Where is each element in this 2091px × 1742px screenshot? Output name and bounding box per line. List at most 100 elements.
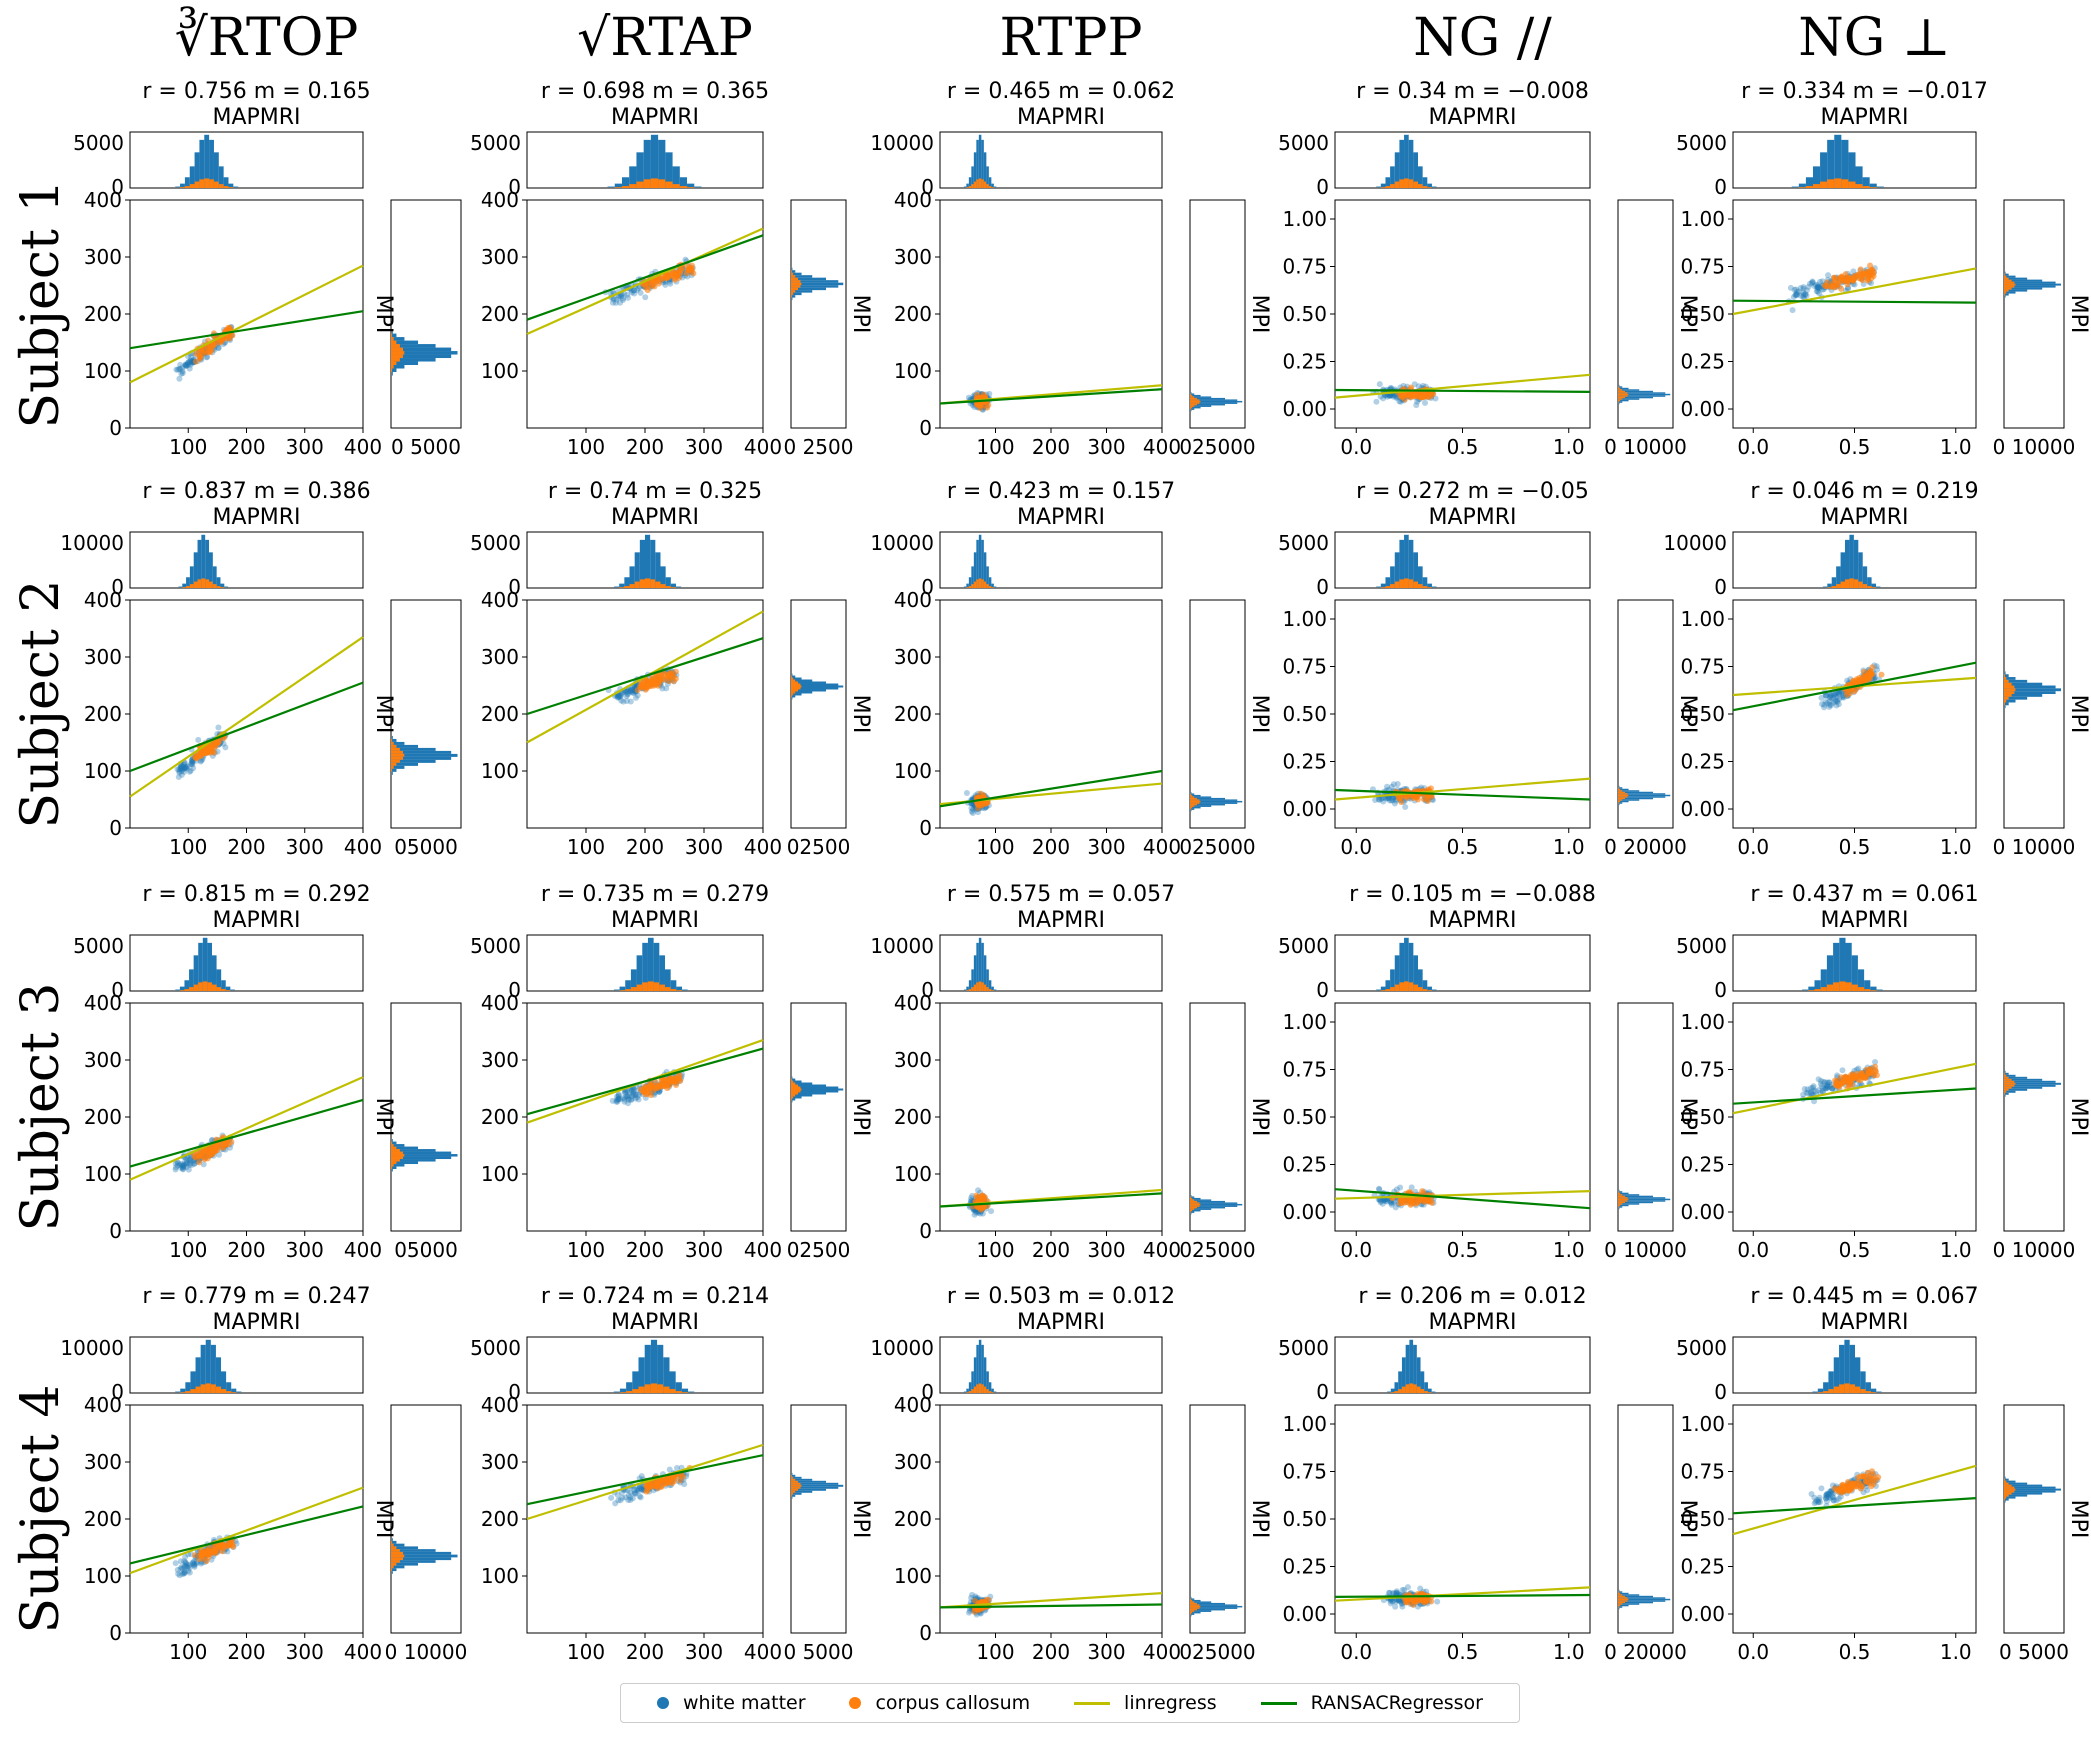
xtick-label-r3-c5: 0.0 bbox=[1737, 1238, 1769, 1262]
point-wm-r1-c1 bbox=[185, 359, 192, 366]
top-hist-bar-cc-r2-c2 bbox=[660, 584, 666, 588]
point-wm-r1-c1 bbox=[183, 362, 190, 369]
point-wm-r2-c1 bbox=[182, 765, 189, 772]
top-hist-bar-cc-r3-c2 bbox=[642, 982, 648, 991]
point-wm-r3-c1 bbox=[179, 1163, 186, 1170]
top-hist-bar-cc-r2-c1 bbox=[201, 578, 206, 588]
point-wm-r2-c5 bbox=[1835, 690, 1842, 697]
top-hist-bar-wm-r2-c1 bbox=[178, 586, 183, 588]
point-cc-r3-c4 bbox=[1409, 1198, 1416, 1205]
side-hist-bar-cc-r4-c1 bbox=[391, 1549, 400, 1552]
top-hist-bar-cc-r4-c1 bbox=[200, 1384, 206, 1393]
xtick-label-r1-c3: 300 bbox=[1087, 435, 1125, 459]
point-wm-r1-c1 bbox=[186, 360, 193, 367]
top-hist-bar-wm-r1-c2 bbox=[621, 177, 630, 188]
point-wm-r1-c2 bbox=[619, 297, 626, 304]
side-hist-bar-cc-r3-c2 bbox=[791, 1090, 801, 1093]
top-hist-bar-cc-r3-c3 bbox=[983, 984, 987, 991]
top-hist-frame-r1-c4 bbox=[1334, 131, 1591, 189]
side-hist-bar-cc-r1-c2 bbox=[791, 290, 796, 293]
top-hist-frame-r4-c4 bbox=[1334, 1336, 1591, 1394]
point-cc-r3-c5 bbox=[1864, 1070, 1871, 1077]
panel-stats-r3-c4: r = 0.105 m = −0.088 bbox=[1349, 882, 1596, 907]
side-hist-bar-wm-r2-c1 bbox=[391, 771, 393, 775]
ytick-label-r4-c2: 300 bbox=[481, 1450, 519, 1474]
panel-xlabel-r3-c2: MAPMRI bbox=[611, 908, 699, 933]
point-wm-r2-c2 bbox=[627, 686, 634, 693]
point-wm-r1-c5 bbox=[1809, 279, 1816, 286]
top-hist-bar-wm-r1-c2 bbox=[672, 166, 680, 188]
top-hist-bar-cc-r2-c1 bbox=[186, 586, 190, 588]
side-hist-bar-wm-r1-c4 bbox=[1618, 402, 1620, 405]
side-hist-bar-wm-r1-c1 bbox=[391, 371, 393, 376]
xtick-label-r2-c2: 400 bbox=[744, 835, 782, 859]
ytick-label-r3-c4: 0.25 bbox=[1282, 1153, 1327, 1177]
top-hist-bar-cc-r3-c4 bbox=[1413, 984, 1419, 991]
side-hist-bar-wm-r2-c2 bbox=[791, 687, 839, 690]
side-hist-bar-cc-r2-c4 bbox=[1618, 793, 1628, 795]
top-hist-bar-cc-r3-c1 bbox=[225, 990, 231, 991]
top-hist-bar-wm-r1-c3 bbox=[988, 177, 992, 188]
point-wm-r1-c4 bbox=[1414, 398, 1421, 405]
point-wm-r1-c5 bbox=[1789, 307, 1796, 314]
side-hist-bar-cc-r2-c5 bbox=[2004, 677, 2007, 680]
ytick-label-r2-c3: 100 bbox=[894, 759, 932, 783]
top-hist-bar-cc-r2-c5 bbox=[1871, 587, 1877, 588]
point-wm-r1-c4 bbox=[1386, 392, 1393, 399]
top-hist-bar-wm-r2-c4 bbox=[1376, 586, 1381, 588]
xtick-label-r1-c3: 400 bbox=[1143, 435, 1181, 459]
top-hist-bar-wm-r1-c3 bbox=[986, 166, 989, 188]
side-hist-bar-cc-r1-c2 bbox=[791, 270, 792, 273]
top-hist-bar-wm-r2-c5 bbox=[1858, 552, 1863, 588]
side-hist-bar-cc-r1-c5 bbox=[2004, 291, 2007, 294]
xtick-label-r3-c2: 300 bbox=[685, 1238, 723, 1262]
side-hist-bar-cc-r4-c2 bbox=[791, 1476, 794, 1479]
side-hist-bar-cc-r1-c4 bbox=[1618, 392, 1628, 394]
side-hist-bar-cc-r3-c5 bbox=[2004, 1090, 2007, 1093]
point-wm-r3-c1 bbox=[175, 1159, 182, 1166]
top-hist-bar-cc-r3-c2 bbox=[619, 990, 626, 991]
point-cc-r4-c2 bbox=[662, 1480, 669, 1487]
panel-xlabel-r4-c3: MAPMRI bbox=[1017, 1310, 1105, 1335]
side-hist-bar-wm-r1-c5 bbox=[2004, 275, 2016, 278]
top-hist-bar-wm-r1-c2 bbox=[694, 186, 702, 188]
xtick-label-r2-c3: 200 bbox=[1032, 835, 1070, 859]
top-hist-bar-wm-r1-c1 bbox=[213, 152, 219, 188]
point-cc-r2-c4 bbox=[1424, 795, 1431, 802]
top-hist-bar-cc-r3-c4 bbox=[1418, 987, 1423, 991]
top-hist-bar-cc-r1-c3 bbox=[973, 181, 977, 188]
point-wm-r1-c1 bbox=[179, 364, 186, 371]
xtick-label-r3-c4: 0.0 bbox=[1340, 1238, 1372, 1262]
top-hist-bar-wm-r2-c2 bbox=[675, 586, 682, 588]
ytick-label-r2-c5: 0.25 bbox=[1680, 750, 1725, 774]
top-hist-bar-wm-r2-c1 bbox=[216, 577, 221, 588]
ransac-line-r4-c2 bbox=[526, 1454, 764, 1506]
top-hist-tick-r4-c2: 5000 bbox=[470, 1336, 521, 1360]
side-hist-bar-wm-r1-c2 bbox=[791, 292, 802, 296]
side-hist-bar-wm-r1-c4 bbox=[1618, 396, 1654, 399]
side-hist-bar-wm-r1-c5 bbox=[2004, 271, 2006, 274]
point-cc-r3-c2 bbox=[667, 1076, 674, 1083]
side-hist-bar-cc-r3-c1 bbox=[391, 1151, 404, 1155]
point-wm-r1-c1 bbox=[182, 362, 189, 369]
top-hist-bar-wm-r1-c5 bbox=[1805, 177, 1813, 188]
ytick-label-r1-c3: 0 bbox=[919, 416, 932, 440]
point-cc-r3-c1 bbox=[220, 1142, 227, 1149]
ransac-line-r1-c4 bbox=[1334, 388, 1591, 393]
xtick-label-r1-c2: 400 bbox=[744, 435, 782, 459]
top-hist-bar-cc-r4-c2 bbox=[626, 1391, 633, 1393]
top-hist-tick-zero-r3-c5: 0 bbox=[1714, 978, 1727, 1002]
top-hist-tick-r4-c3: 10000 bbox=[870, 1336, 934, 1360]
side-hist-bar-wm-r2-c2 bbox=[791, 695, 796, 698]
side-hist-ticks-r2-c1: 05000 bbox=[394, 835, 458, 859]
panel-xlabel-r1-c4: MAPMRI bbox=[1428, 105, 1516, 130]
top-hist-bar-wm-r2-c5 bbox=[1876, 586, 1881, 588]
side-hist-ticks-r4-c3: 025000 bbox=[1179, 1640, 1255, 1664]
top-hist-tick-r3-c4: 5000 bbox=[1278, 934, 1329, 958]
ransac-line-r1-c5 bbox=[1732, 299, 1977, 304]
point-wm-r1-c4 bbox=[1384, 393, 1391, 400]
top-hist-bar-cc-r1-c3 bbox=[968, 186, 972, 188]
side-hist-bar-cc-r4-c3 bbox=[1190, 1601, 1195, 1603]
side-hist-bar-cc-r4-c3 bbox=[1190, 1602, 1198, 1605]
top-hist-bar-cc-r2-c4 bbox=[1427, 587, 1432, 588]
